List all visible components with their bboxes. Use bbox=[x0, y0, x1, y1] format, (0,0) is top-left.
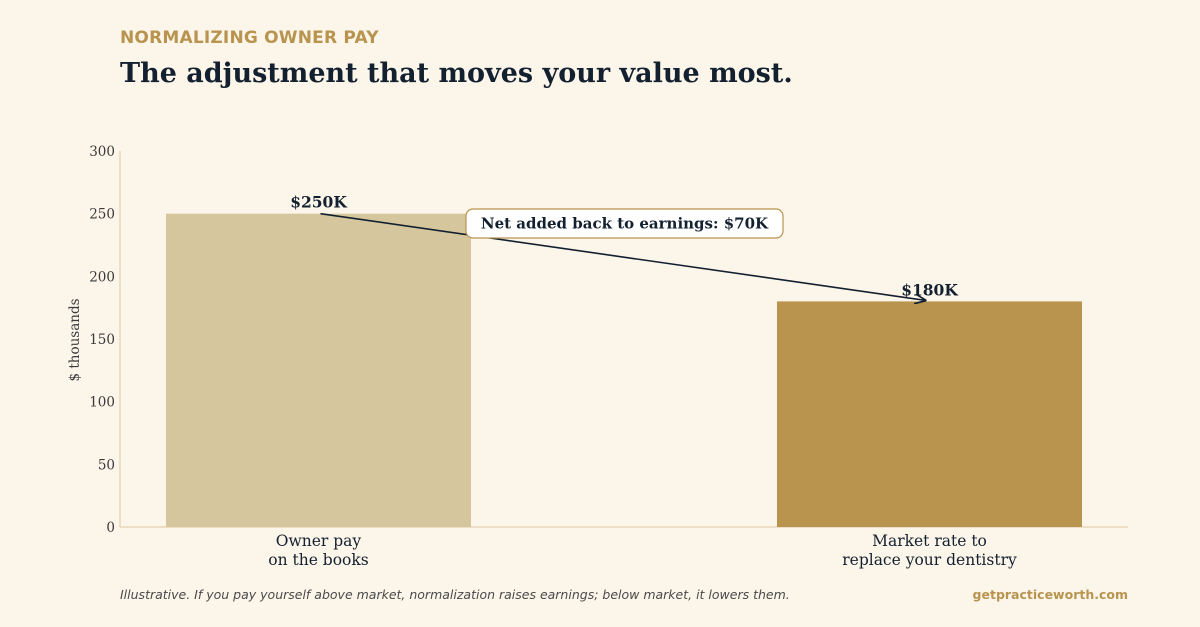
y-tick-label: 100 bbox=[89, 395, 115, 411]
y-tick-label: 150 bbox=[89, 332, 115, 348]
bar-value-label: $180K bbox=[901, 280, 958, 299]
page-title: The adjustment that moves your value mos… bbox=[120, 58, 793, 89]
bar-value-label: $250K bbox=[290, 193, 347, 212]
y-tick-label: 250 bbox=[89, 207, 115, 223]
x-category-label: Owner pay on the books bbox=[268, 532, 369, 569]
y-tick-label: 50 bbox=[98, 457, 115, 473]
x-category-label: Market rate to replace your dentistry bbox=[842, 532, 1017, 569]
eyebrow-label: NORMALIZING OWNER PAY bbox=[120, 28, 379, 48]
annotation-arrow bbox=[320, 212, 926, 301]
bar-0 bbox=[166, 213, 471, 527]
annotation-box bbox=[465, 208, 784, 239]
y-tick-label: 300 bbox=[89, 144, 115, 160]
y-tick-label: 0 bbox=[106, 520, 115, 536]
y-axis-title: $ thousands bbox=[67, 298, 83, 381]
bar-1 bbox=[777, 301, 1082, 527]
annotation-label: Net added back to earnings: $70K bbox=[481, 215, 769, 233]
y-tick-label: 200 bbox=[89, 269, 115, 285]
footnote: Illustrative. If you pay yourself above … bbox=[120, 587, 790, 602]
brand-link[interactable]: getpracticeworth.com bbox=[972, 587, 1128, 602]
